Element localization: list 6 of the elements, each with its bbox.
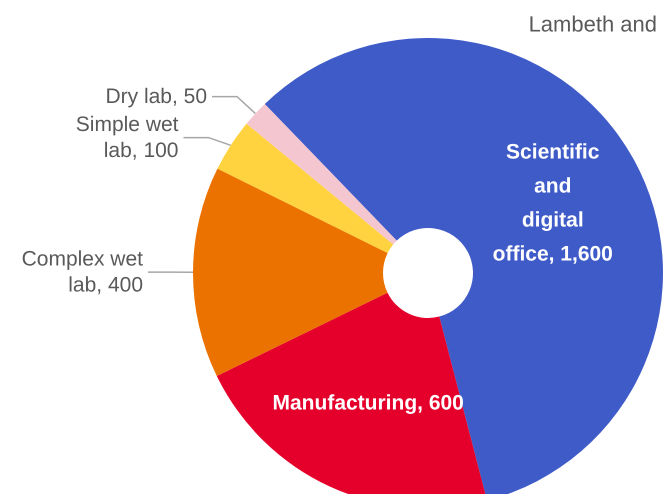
slice-label: Scientific and digital office, 1,600	[492, 140, 613, 266]
slice-label: Dry lab, 50	[105, 85, 208, 108]
chart-title: Lambeth and	[528, 12, 658, 36]
slice-label: Complex wet lab, 400	[22, 248, 144, 297]
slice-label: Manufacturing, 600	[272, 391, 464, 414]
slice-label: Simple wet lab, 100	[76, 113, 179, 162]
